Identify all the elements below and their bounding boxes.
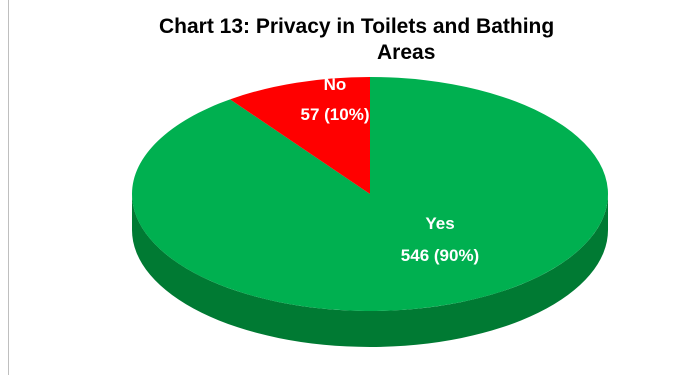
chart-frame: Yes 546 (90%) No 57 (10%) (8, 0, 683, 375)
pie-slice-yes (132, 77, 608, 312)
pie-side-yes (132, 194, 608, 347)
chart-title-line1: Chart 13: Privacy in Toilets and Bathing (159, 15, 555, 38)
data-label-yes-value: 546 (90%) (401, 246, 479, 265)
pie-chart: Yes 546 (90%) No 57 (10%) (132, 75, 608, 347)
pie-slice-no (230, 77, 370, 194)
data-label-yes-name: Yes (425, 214, 454, 233)
chart-title-line2: Areas (377, 41, 436, 64)
data-label-no-value: 57 (10%) (301, 105, 370, 124)
data-label-no-name: No (324, 75, 347, 94)
